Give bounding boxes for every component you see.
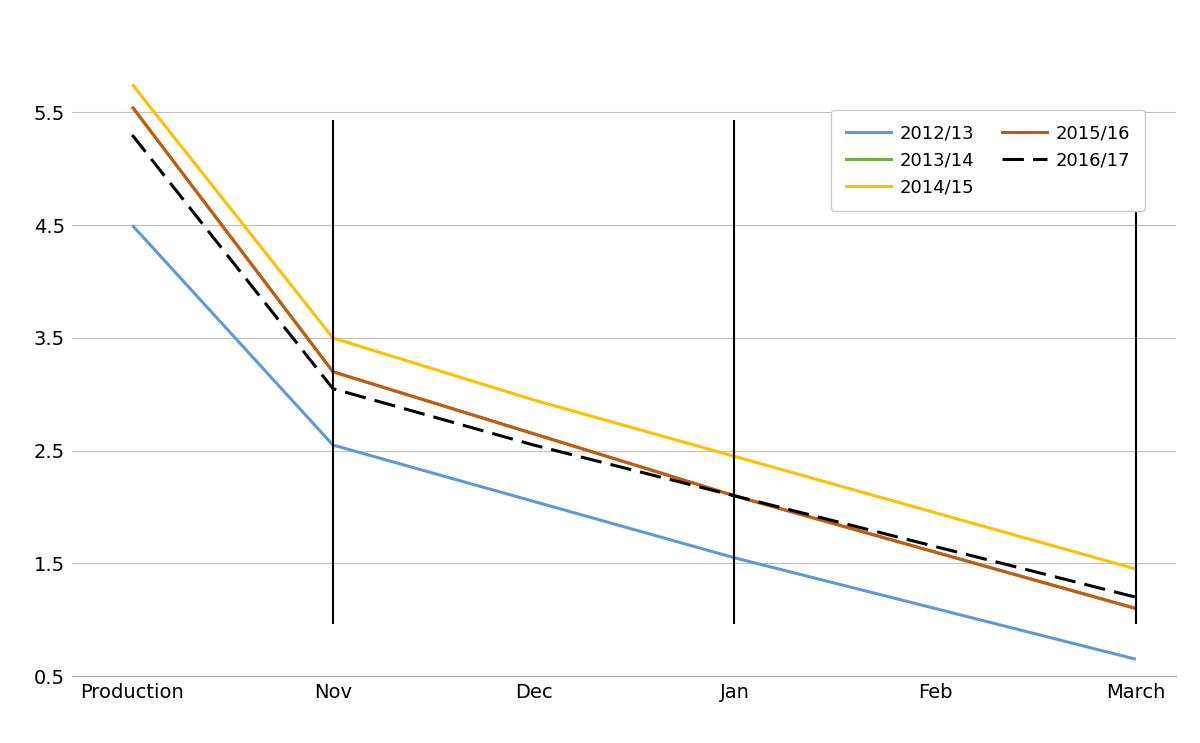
2014/15 [727,452,742,461]
2013/14 [527,429,541,438]
2012/13 [727,554,742,562]
Line: 2012/13: 2012/13 [132,225,1136,659]
2014/15 [527,395,541,404]
Line: 2014/15: 2014/15 [132,84,1136,569]
Line: 2016/17: 2016/17 [132,135,1136,597]
2014/15 [1129,565,1144,574]
2014/15 [125,80,139,88]
2016/17 [527,441,541,450]
Line: 2015/16: 2015/16 [132,107,1136,609]
2016/17 [125,131,139,140]
Line: 2013/14: 2013/14 [132,107,1136,609]
2012/13 [928,604,942,613]
2015/16 [727,491,742,500]
2016/17 [1129,593,1144,602]
2013/14 [125,103,139,111]
2016/17 [727,491,742,500]
2015/16 [928,548,942,557]
2013/14 [727,491,742,500]
2013/14 [928,548,942,557]
Legend: 2012/13, 2013/14, 2014/15, 2015/16, 2016/17: 2012/13, 2013/14, 2014/15, 2015/16, 2016… [832,110,1145,211]
2015/16 [1129,604,1144,613]
2012/13 [325,441,340,450]
2013/14 [325,367,340,376]
2013/14 [1129,604,1144,613]
2015/16 [527,429,541,438]
2012/13 [125,221,139,230]
2014/15 [325,334,340,343]
2012/13 [1129,655,1144,663]
2016/17 [325,384,340,393]
2015/16 [325,367,340,376]
2015/16 [125,103,139,111]
2016/17 [928,542,942,551]
2014/15 [928,508,942,517]
2012/13 [527,497,541,506]
